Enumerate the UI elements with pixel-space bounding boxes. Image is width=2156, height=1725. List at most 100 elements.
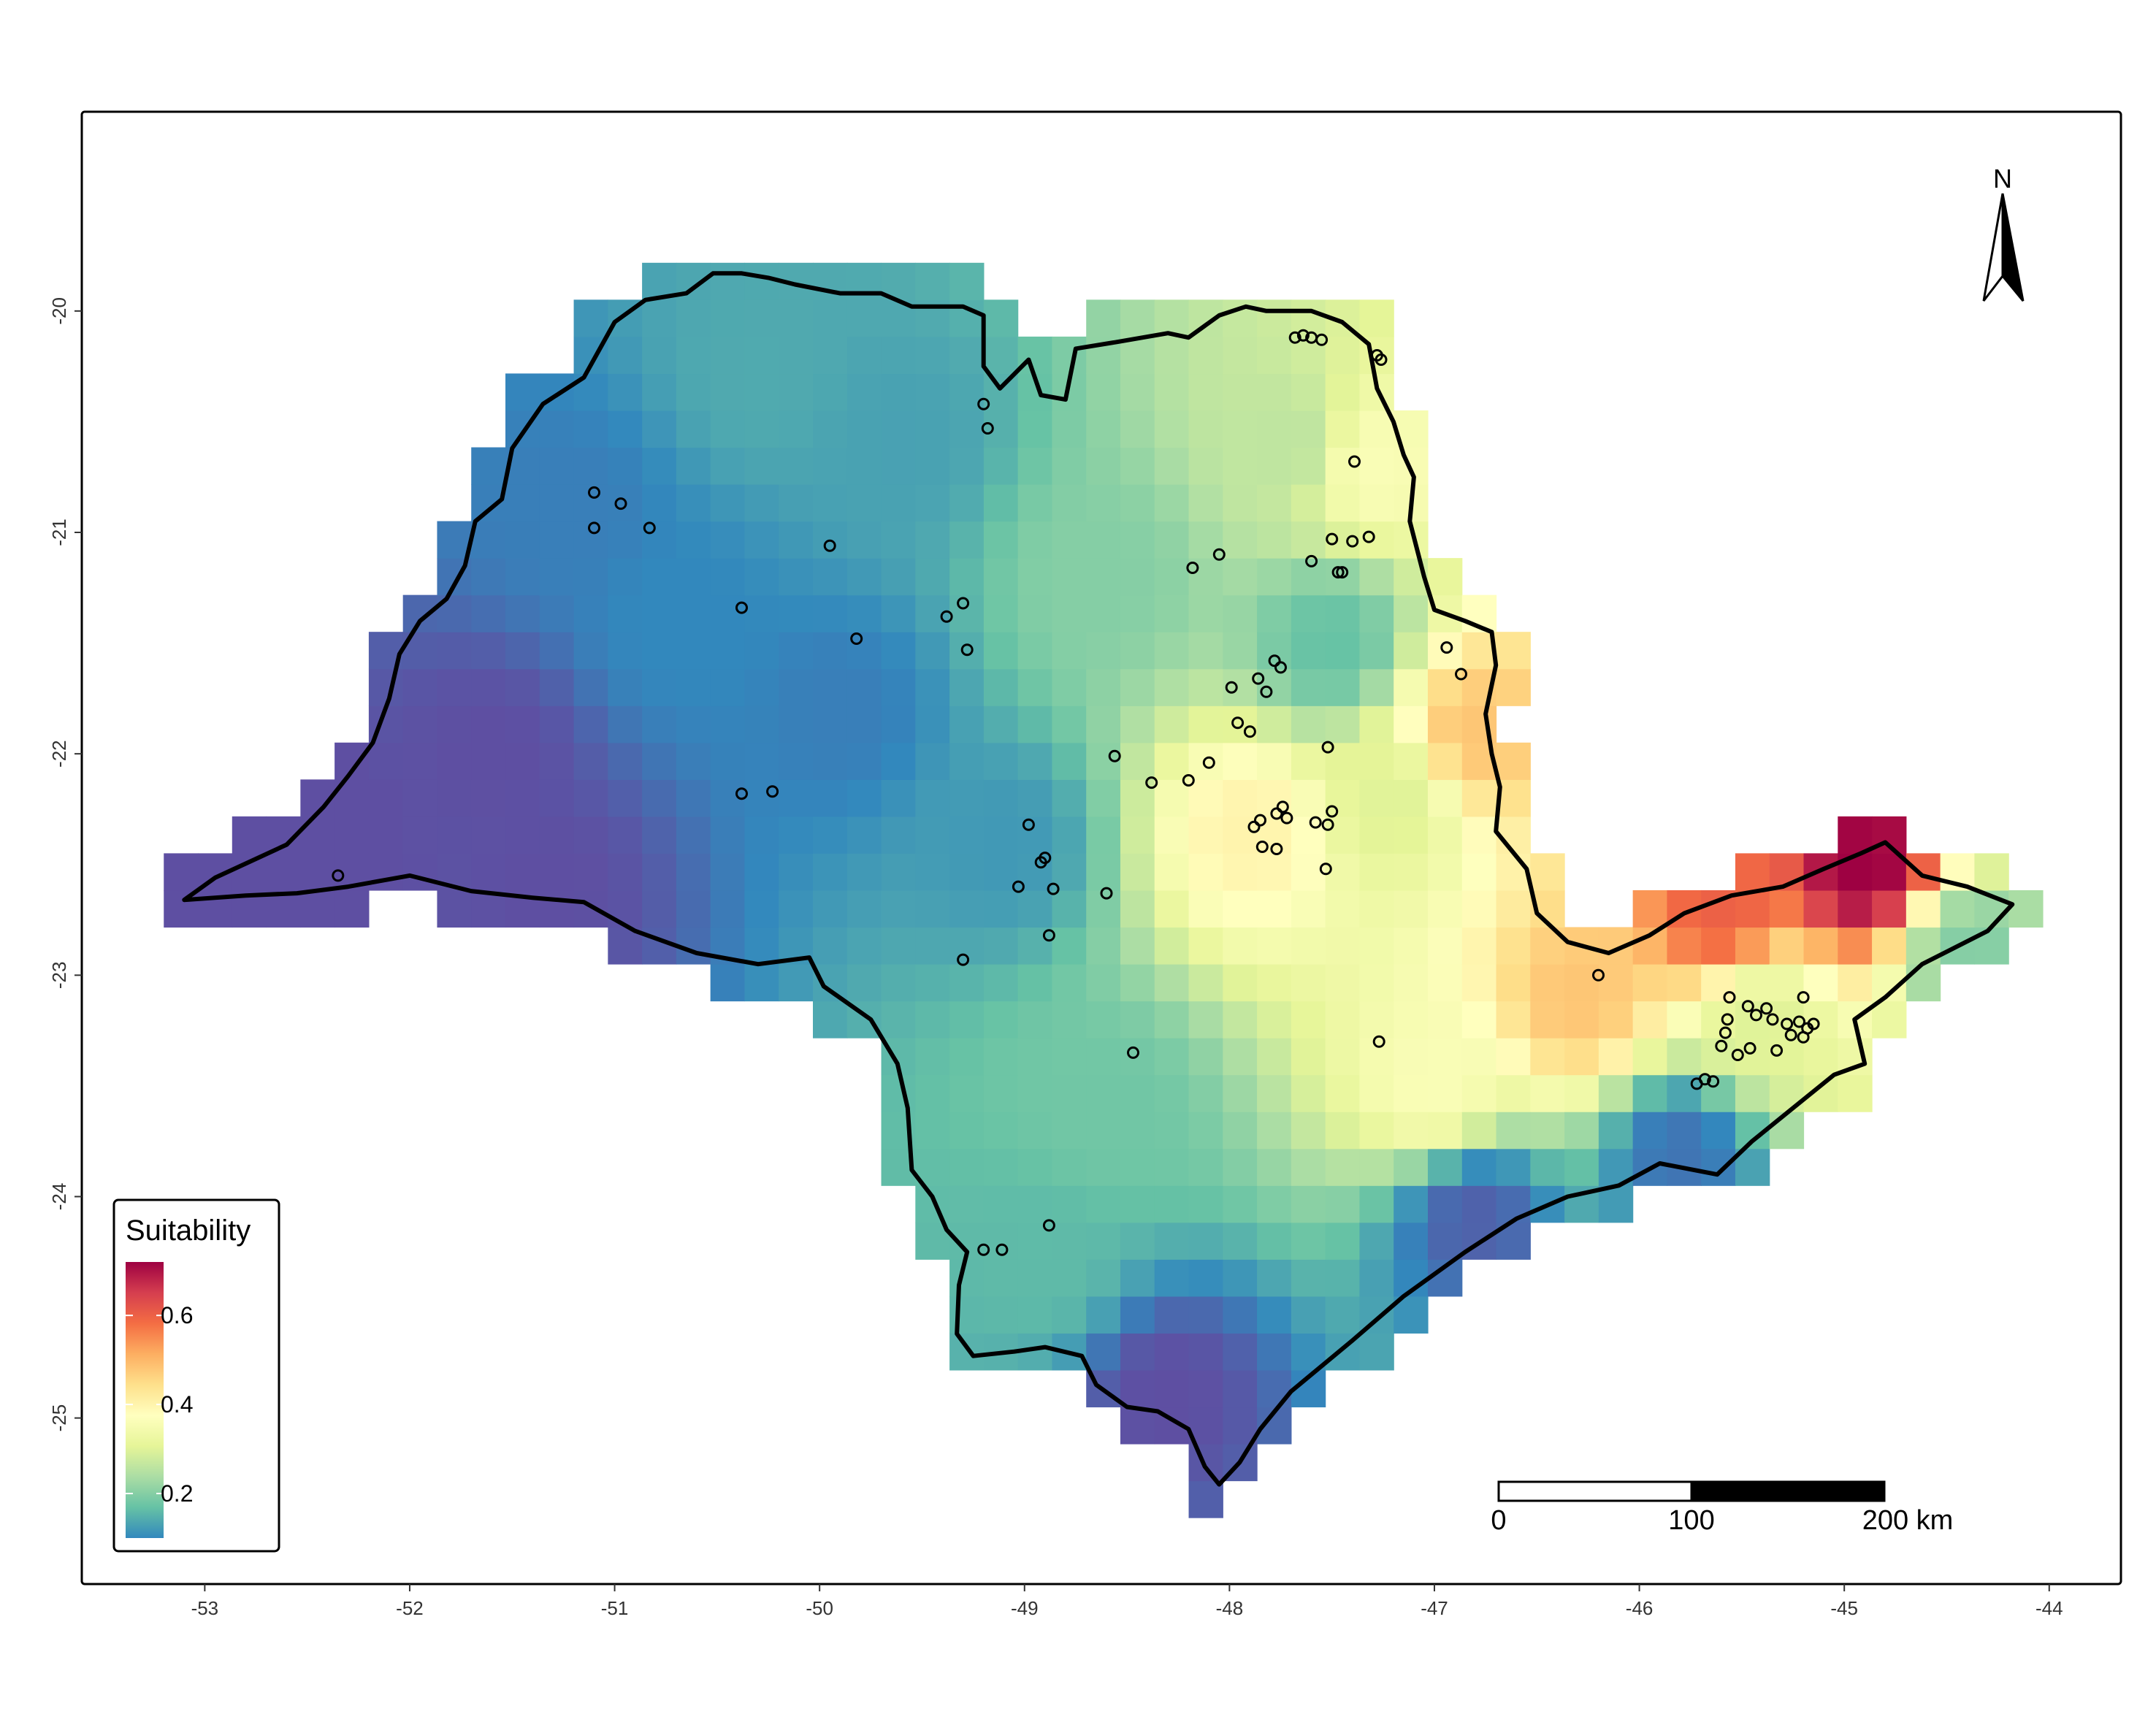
raster-cell <box>983 668 1019 706</box>
occurrence-point <box>1186 562 1199 574</box>
x-tick-label: -49 <box>1011 1597 1039 1619</box>
legend-colorbar <box>126 1262 164 1538</box>
raster-cell <box>949 816 985 854</box>
raster-cell <box>881 558 916 596</box>
raster-cell <box>676 447 711 485</box>
raster-cell <box>1394 927 1429 965</box>
raster-cell <box>1394 705 1429 743</box>
raster-cell <box>1188 1296 1223 1334</box>
occurrence-point <box>1315 333 1329 346</box>
x-tick-label: -44 <box>2035 1597 2063 1619</box>
raster-cell <box>676 410 711 448</box>
raster-cell <box>1188 632 1223 670</box>
occurrence-point <box>1766 1013 1779 1026</box>
raster-cell <box>1461 964 1497 1002</box>
raster-cell <box>1120 1407 1155 1445</box>
raster-cell <box>744 816 779 854</box>
raster-cell <box>1701 964 1736 1002</box>
raster-cell <box>608 558 643 596</box>
raster-cell <box>1223 1001 1258 1039</box>
raster-cell <box>1120 1296 1155 1334</box>
raster-cell <box>779 447 814 485</box>
occurrence-point <box>1326 532 1339 546</box>
raster-cell <box>1052 1185 1087 1223</box>
raster-cell <box>1325 1185 1361 1223</box>
raster-cell <box>1188 1333 1223 1371</box>
raster-cell <box>1188 1480 1223 1518</box>
occurrence-point <box>1781 1017 1794 1030</box>
raster-cell <box>1223 1112 1258 1150</box>
raster-cell <box>813 447 848 485</box>
raster-cell <box>1427 1112 1463 1150</box>
raster-cell <box>505 779 540 817</box>
raster-cell <box>1188 1259 1223 1297</box>
raster-cell <box>1291 521 1326 559</box>
raster-cell <box>1017 1222 1053 1260</box>
raster-cell <box>1223 1407 1258 1445</box>
raster-cell <box>983 336 1019 375</box>
occurrence-point <box>1707 1075 1720 1088</box>
raster-cell <box>1223 853 1258 891</box>
raster-cell <box>1872 890 1907 928</box>
occurrence-point <box>940 610 953 623</box>
raster-cell <box>471 779 506 817</box>
raster-cell <box>1257 594 1292 632</box>
raster-cell <box>1325 1222 1361 1260</box>
raster-cell <box>1257 1185 1292 1223</box>
raster-cell <box>949 742 985 780</box>
occurrence-point <box>1362 530 1375 543</box>
raster-cell <box>1052 558 1087 596</box>
raster-cell <box>573 410 608 448</box>
raster-cell <box>1188 927 1223 965</box>
raster-cell <box>983 927 1019 965</box>
occurrence-point <box>1305 554 1318 567</box>
raster-cell <box>505 558 540 596</box>
raster-cell <box>813 742 848 780</box>
raster-cell <box>1325 336 1361 375</box>
north-arrow-left-half <box>1982 193 2004 302</box>
occurrence-point <box>1039 852 1052 865</box>
raster-cell <box>1325 964 1361 1002</box>
raster-cell <box>983 1148 1019 1186</box>
occurrence-point <box>1348 455 1361 468</box>
raster-cell <box>1086 632 1121 670</box>
raster-cell <box>1257 521 1292 559</box>
raster-cell <box>1325 668 1361 706</box>
occurrence-point <box>1268 654 1281 668</box>
raster-cell <box>1120 410 1155 448</box>
raster-cell <box>1496 1148 1531 1186</box>
raster-cell <box>1120 1369 1155 1408</box>
raster-cell <box>813 632 848 670</box>
raster-cell <box>1496 853 1531 891</box>
raster-cell <box>608 779 643 817</box>
raster-cell <box>1769 1112 1805 1150</box>
raster-cell <box>1223 1369 1258 1408</box>
raster-cell <box>983 742 1019 780</box>
raster-cell <box>1017 447 1053 485</box>
occurrence-point <box>1743 1041 1756 1055</box>
occurrence-point <box>735 601 748 614</box>
raster-cell <box>949 262 985 300</box>
occurrence-point <box>1274 661 1287 674</box>
raster-cell <box>846 668 882 706</box>
raster-cell <box>813 1001 848 1039</box>
raster-cell <box>1394 1001 1429 1039</box>
raster-cell <box>1838 964 1873 1002</box>
raster-cell <box>505 484 540 522</box>
raster-cell <box>1052 890 1087 928</box>
raster-cell <box>1223 1185 1258 1223</box>
raster-cell <box>1086 1112 1121 1150</box>
scale-label-200: 200 km <box>1862 1505 1954 1536</box>
raster-cell <box>1461 853 1497 891</box>
raster-cell <box>1325 1259 1361 1297</box>
raster-cell <box>1257 1148 1292 1186</box>
raster-cell <box>608 705 643 743</box>
raster-cell <box>1394 742 1429 780</box>
raster-cell <box>846 410 882 448</box>
raster-cell <box>471 594 506 632</box>
raster-cell <box>1359 447 1394 485</box>
raster-cell <box>779 705 814 743</box>
raster-cell <box>710 410 746 448</box>
raster-cell <box>1120 890 1155 928</box>
raster-cell <box>1598 1001 1634 1039</box>
